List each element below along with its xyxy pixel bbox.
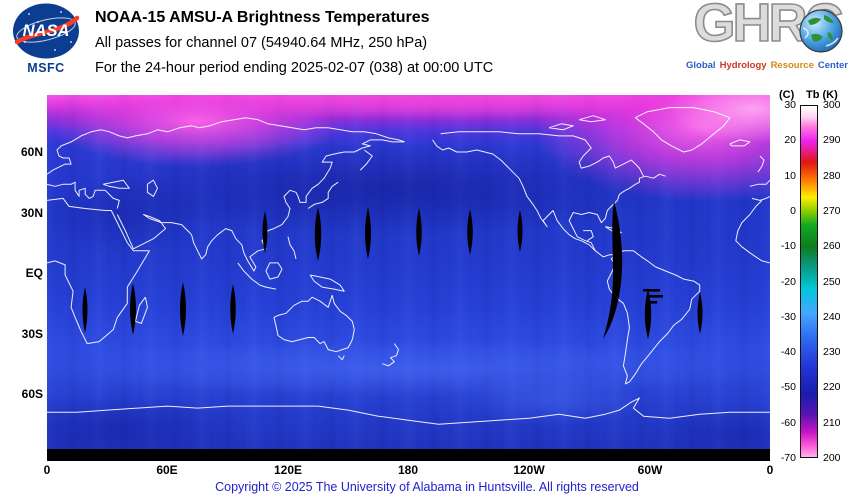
kelvin-label: 200 xyxy=(823,452,841,464)
kelvin-label: 220 xyxy=(823,381,841,393)
celsius-label: -50 xyxy=(780,381,796,393)
kelvin-label: 260 xyxy=(823,240,841,252)
colorbar xyxy=(800,105,818,458)
celsius-label: -10 xyxy=(780,240,796,252)
celsius-label: 10 xyxy=(784,170,796,182)
kelvin-label: 210 xyxy=(823,417,841,429)
globe-icon xyxy=(798,8,844,54)
kelvin-label: 300 xyxy=(823,99,841,111)
x-axis-bar xyxy=(47,449,770,461)
celsius-label: 20 xyxy=(784,134,796,146)
copyright-line: Copyright © 2025 The University of Alaba… xyxy=(215,480,639,494)
celsius-label: -60 xyxy=(780,417,796,429)
kelvin-label: 270 xyxy=(823,205,841,217)
nasa-logo-icon: NASA xyxy=(11,2,81,62)
y-axis-label-eq: EQ xyxy=(25,266,43,280)
kelvin-label: 250 xyxy=(823,276,841,288)
tagline-word: Global xyxy=(686,60,716,71)
page-title: NOAA-15 AMSU-A Brightness Temperatures xyxy=(95,9,430,26)
y-axis-label-30n: 30N xyxy=(20,206,43,220)
celsius-label: 30 xyxy=(784,99,796,111)
tagline-word: Center xyxy=(817,60,848,71)
y-axis-label-30s: 30S xyxy=(21,327,43,341)
x-axis-label-0b: 0 xyxy=(766,463,774,477)
x-axis-label-120e: 120E xyxy=(273,463,303,477)
ghrc-logo: GHRC Global Hydrology Resource Center xyxy=(684,0,850,82)
x-axis-label-0a: 0 xyxy=(43,463,51,477)
kelvin-label: 290 xyxy=(823,134,841,146)
channel-subtitle: All passes for channel 07 (54940.64 MHz,… xyxy=(95,35,428,51)
coastlines xyxy=(47,107,770,425)
period-subtitle: For the 24-hour period ending 2025-02-07… xyxy=(95,60,494,76)
x-axis-label-60e: 60E xyxy=(156,463,178,477)
nasa-meatball-icon: NASA xyxy=(13,3,80,59)
celsius-label: -30 xyxy=(780,311,796,323)
data-gap-shapes xyxy=(82,201,703,339)
nasa-logo-text: NASA xyxy=(23,22,70,40)
x-axis-label-180: 180 xyxy=(397,463,419,477)
x-axis-label-60w: 60W xyxy=(637,463,663,477)
ghrc-tagline: Global Hydrology Resource Center xyxy=(684,60,850,71)
x-axis-label-120w: 120W xyxy=(513,463,545,477)
kelvin-label: 280 xyxy=(823,170,841,182)
celsius-label: 0 xyxy=(790,205,796,217)
kelvin-label: 230 xyxy=(823,346,841,358)
y-axis-label-60n: 60N xyxy=(20,145,43,159)
msfc-label: MSFC xyxy=(27,61,65,75)
tagline-word: Hydrology xyxy=(719,60,767,71)
celsius-label: -70 xyxy=(780,452,796,464)
celsius-label: -20 xyxy=(780,276,796,288)
colorbar-celsius-unit: (C) xyxy=(779,89,795,101)
celsius-label: -40 xyxy=(780,346,796,358)
colorbar-kelvin-unit: Tb (K) xyxy=(806,89,838,101)
kelvin-label: 240 xyxy=(823,311,841,323)
y-axis-label-60s: 60S xyxy=(21,387,43,401)
tagline-word: Resource xyxy=(770,60,814,71)
brightness-temperature-map xyxy=(47,95,770,461)
